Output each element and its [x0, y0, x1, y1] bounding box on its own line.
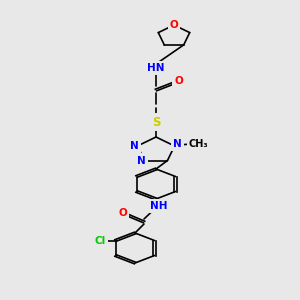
- Text: CH₃: CH₃: [189, 139, 208, 149]
- Text: HN: HN: [147, 63, 165, 73]
- Text: NH: NH: [150, 201, 168, 211]
- Text: N: N: [130, 141, 139, 151]
- Text: S: S: [152, 116, 160, 128]
- Text: O: O: [174, 76, 183, 86]
- Text: Cl: Cl: [95, 236, 106, 245]
- Text: N: N: [137, 155, 146, 166]
- Text: O: O: [169, 20, 178, 30]
- Text: O: O: [118, 208, 127, 218]
- Text: N: N: [173, 139, 182, 149]
